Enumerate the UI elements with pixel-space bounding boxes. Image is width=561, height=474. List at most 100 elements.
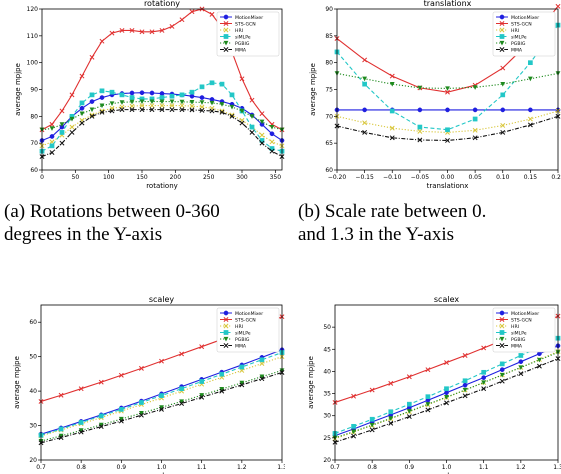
data-point-pgbig-15 bbox=[189, 100, 195, 105]
data-point-simlpe-1 bbox=[49, 143, 55, 149]
data-point-mma-22 bbox=[259, 140, 265, 146]
legend-label-simlpe: siMLPe bbox=[235, 34, 251, 40]
legend-label-motionmixer: MotionMixer bbox=[511, 311, 539, 317]
x-tick-label: 300 bbox=[236, 174, 248, 181]
legend-label-sts-gcn: STS-GCN bbox=[511, 21, 532, 27]
data-point-simlpe-7 bbox=[179, 386, 184, 392]
data-point-mma-9 bbox=[499, 378, 505, 384]
data-point-motionmixer-9 bbox=[499, 367, 505, 373]
y-tick-label: 45 bbox=[323, 346, 331, 353]
x-tick-label: 0.9 bbox=[405, 464, 415, 471]
chart-title: translationx bbox=[424, 0, 472, 8]
series-line-simlpe bbox=[334, 337, 559, 434]
series-pgbig bbox=[38, 368, 285, 444]
data-point-simlpe-8 bbox=[119, 92, 125, 98]
data-point-motionmixer-4 bbox=[79, 105, 85, 111]
data-point-sts-gcn-12 bbox=[159, 28, 165, 33]
series-hri bbox=[334, 108, 561, 135]
x-tick-label: 0.05 bbox=[468, 174, 482, 181]
data-point-mma-10 bbox=[239, 382, 245, 388]
x-tick-label: 1.0 bbox=[442, 464, 452, 471]
legend-marker-pgbig bbox=[499, 40, 505, 46]
data-point-hri-19 bbox=[229, 112, 235, 118]
x-tick-label: −0.10 bbox=[383, 174, 402, 181]
y-tick-label: 80 bbox=[30, 113, 38, 120]
data-point-sts-gcn-5 bbox=[89, 54, 95, 60]
data-point-simlpe-4 bbox=[118, 407, 124, 412]
legend-label-hri: HRI bbox=[235, 28, 243, 34]
data-point-motionmixer-10 bbox=[139, 90, 145, 96]
data-point-simlpe-3 bbox=[388, 409, 394, 415]
legend-box bbox=[492, 307, 556, 353]
data-point-mma-17 bbox=[209, 108, 215, 114]
data-point-simlpe-11 bbox=[259, 357, 265, 363]
y-tick-label: 75 bbox=[325, 87, 333, 94]
legend-marker-hri bbox=[223, 27, 229, 33]
data-point-sts-gcn-21 bbox=[249, 97, 255, 103]
legend-box bbox=[492, 11, 556, 57]
x-tick-label: 250 bbox=[203, 174, 215, 181]
data-point-sts-gcn-20 bbox=[239, 76, 245, 82]
x-axis-label: translationx bbox=[427, 182, 469, 190]
data-point-hri-5 bbox=[472, 127, 478, 133]
data-point-motionmixer-5 bbox=[89, 99, 95, 104]
data-point-mma-5 bbox=[138, 412, 144, 418]
data-point-mma-5 bbox=[425, 407, 431, 413]
legend-marker-simlpe bbox=[499, 34, 505, 39]
data-point-pgbig-9 bbox=[129, 99, 135, 105]
legend-marker-motionmixer bbox=[223, 14, 229, 20]
x-tick-label: 350 bbox=[270, 174, 282, 181]
x-tick-label: 0.8 bbox=[367, 464, 377, 471]
legend-label-simlpe: siMLPe bbox=[511, 34, 527, 40]
data-point-simlpe-5 bbox=[139, 400, 144, 405]
series-mma bbox=[332, 356, 561, 445]
data-point-mma-23 bbox=[269, 148, 275, 154]
data-point-sts-gcn-6 bbox=[159, 358, 164, 364]
data-point-sts-gcn-2 bbox=[78, 386, 84, 392]
x-tick-label: 0.20 bbox=[551, 174, 561, 181]
x-tick-label: 200 bbox=[170, 174, 182, 181]
y-tick-label: 35 bbox=[323, 391, 331, 398]
legend-label-hri: HRI bbox=[511, 28, 519, 34]
x-tick-label: 1.1 bbox=[479, 464, 489, 471]
data-point-sts-gcn-6 bbox=[99, 38, 105, 44]
data-point-simlpe-6 bbox=[99, 88, 105, 94]
data-point-motionmixer-6 bbox=[444, 390, 449, 396]
y-tick-label: 90 bbox=[30, 87, 38, 94]
data-point-simlpe-21 bbox=[249, 124, 255, 130]
x-tick-label: 1.3 bbox=[277, 464, 285, 471]
data-point-sts-gcn-3 bbox=[388, 380, 394, 386]
data-point-simlpe-19 bbox=[229, 92, 235, 98]
data-point-mma-8 bbox=[199, 394, 205, 400]
y-tick-label: 70 bbox=[30, 140, 38, 147]
data-point-pgbig-8 bbox=[119, 100, 125, 105]
data-point-motionmixer-16 bbox=[199, 95, 205, 100]
chart-translationx: translationx −0.20 −0.15 −0.10 −0.05 0.00 0.05… bbox=[296, 0, 561, 192]
y-tick-label: 60 bbox=[29, 319, 37, 326]
data-point-pgbig-6 bbox=[99, 103, 105, 109]
x-tick-label: 150 bbox=[136, 174, 148, 181]
data-point-mma-5 bbox=[472, 135, 478, 141]
legend-marker-mma bbox=[499, 47, 505, 52]
data-point-simlpe-8 bbox=[481, 369, 487, 375]
legend-label-motionmixer: MotionMixer bbox=[235, 15, 263, 21]
data-point-mma-4 bbox=[118, 418, 124, 424]
legend-label-simlpe: siMLPe bbox=[511, 330, 527, 336]
y-tick-label: 60 bbox=[325, 167, 333, 174]
x-tick-label: 0.7 bbox=[330, 464, 340, 471]
data-point-simlpe-5 bbox=[425, 394, 431, 400]
data-point-pgbig-3 bbox=[417, 85, 423, 91]
legend-marker-hri bbox=[499, 323, 505, 329]
y-tick-label: 60 bbox=[30, 167, 38, 174]
data-point-motionmixer-1 bbox=[362, 107, 367, 113]
legend-marker-pgbig bbox=[223, 40, 229, 46]
data-point-mma-1 bbox=[49, 150, 55, 156]
data-point-pgbig-5 bbox=[139, 411, 144, 416]
data-point-pgbig-18 bbox=[219, 102, 225, 107]
data-point-sts-gcn-8 bbox=[481, 345, 487, 351]
data-point-simlpe-1 bbox=[362, 81, 367, 87]
data-point-mma-15 bbox=[189, 107, 195, 113]
data-point-mma-7 bbox=[179, 401, 185, 406]
legend-label-sts-gcn: STS-GCN bbox=[235, 21, 256, 27]
data-point-pgbig-6 bbox=[159, 405, 164, 410]
